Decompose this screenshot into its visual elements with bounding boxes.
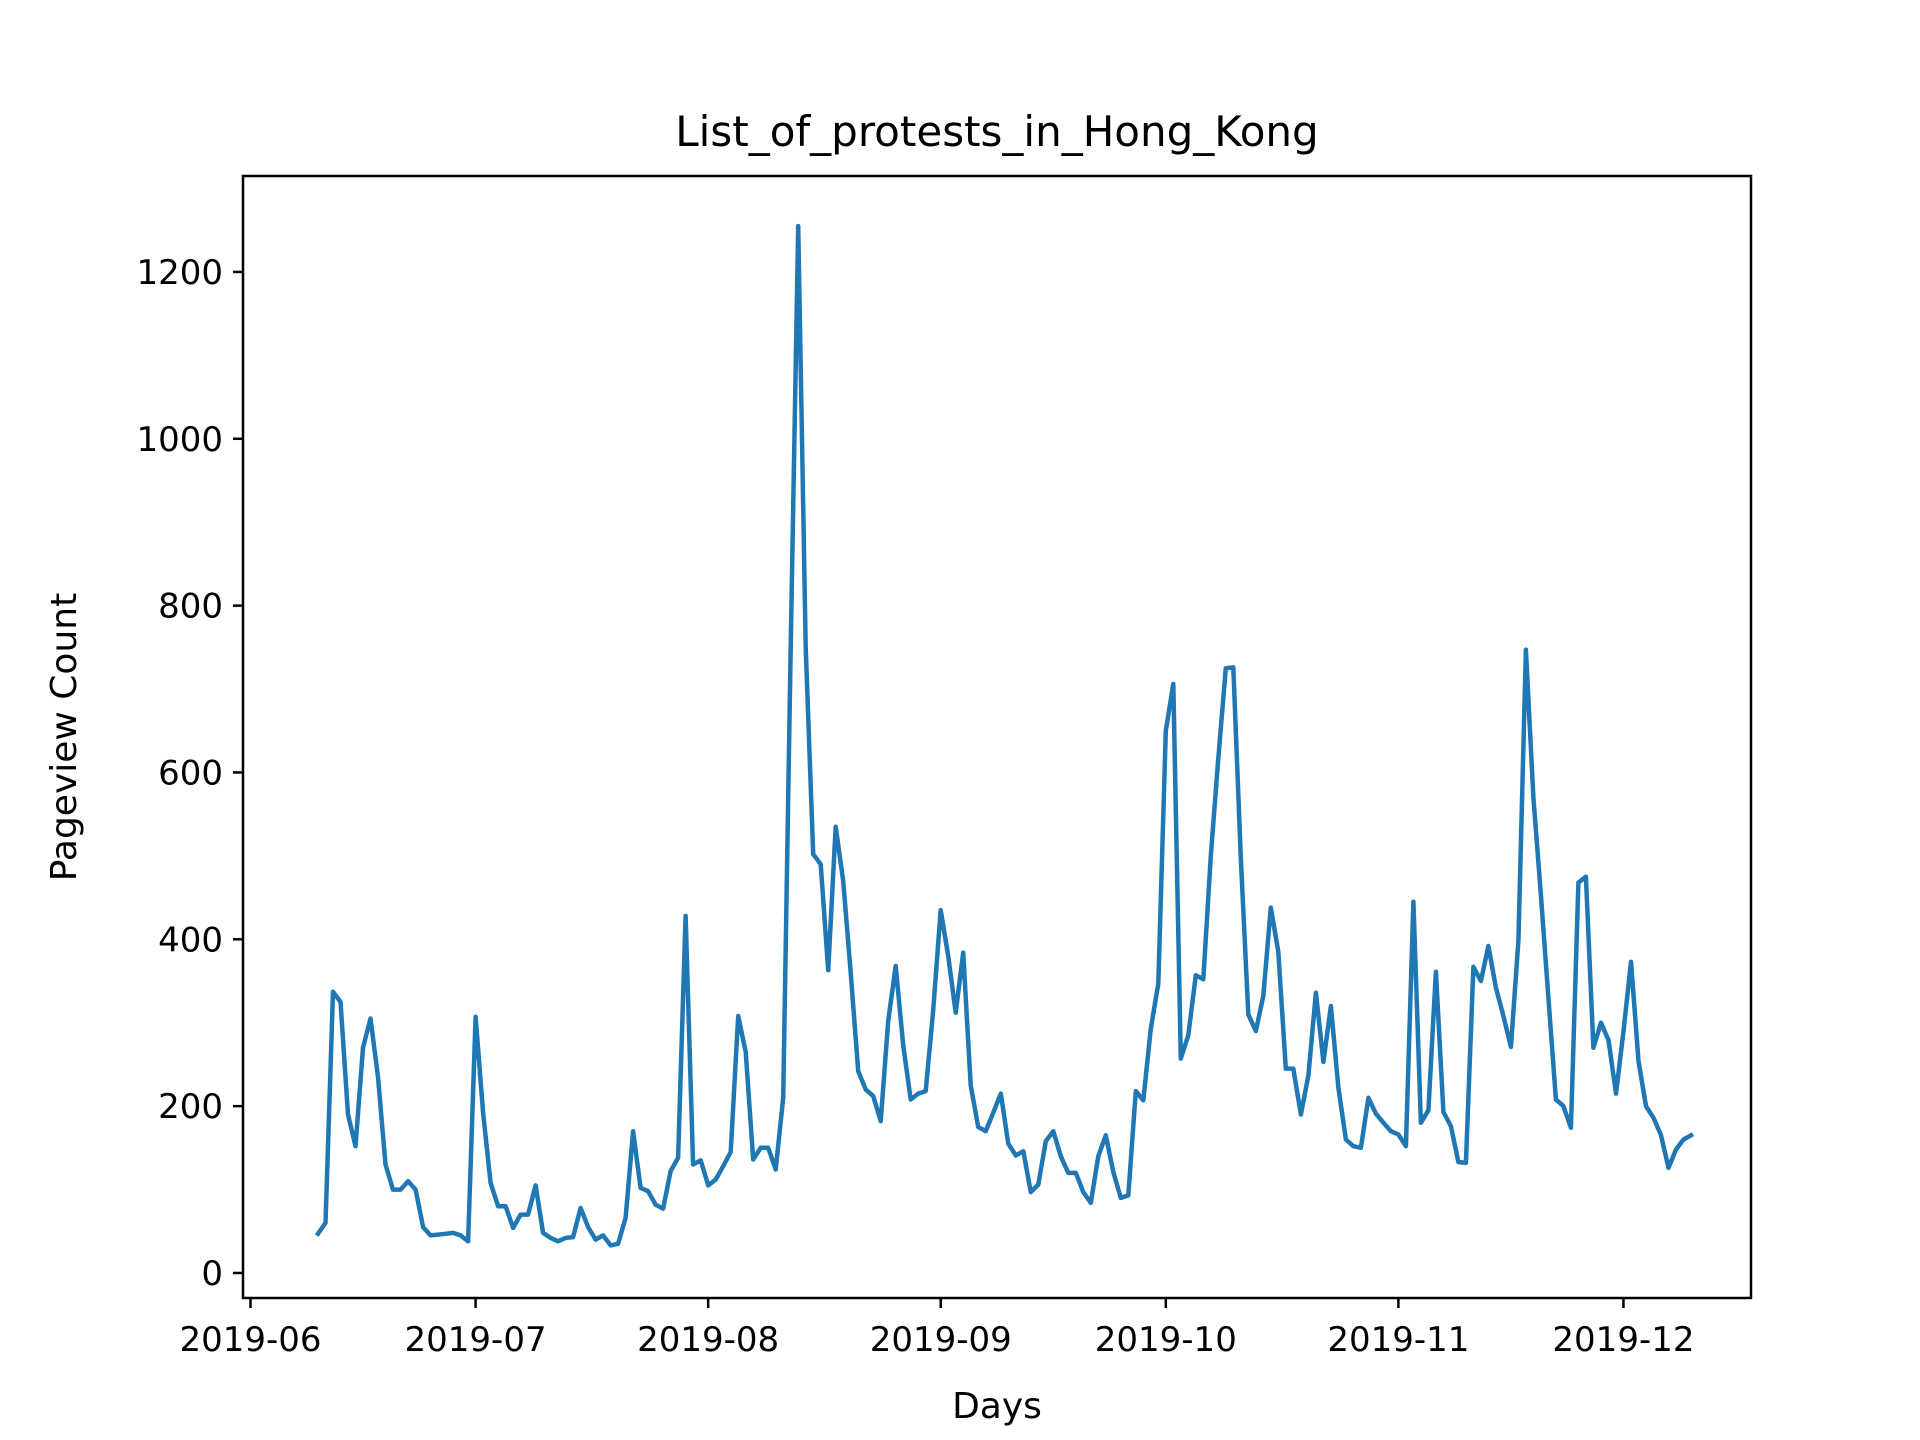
x-tick-label: 2019-06 <box>179 1320 321 1360</box>
plot-area-frame <box>241 174 1753 1300</box>
chart-title: List_of_protests_in_Hong_Kong <box>675 107 1318 156</box>
series-line <box>314 223 1695 1248</box>
y-tick-label: 1000 <box>136 420 223 460</box>
y-tick-label: 600 <box>158 753 223 793</box>
y-tick-label: 0 <box>201 1254 223 1294</box>
x-tick-label: 2019-12 <box>1552 1320 1694 1360</box>
x-tick-label: 2019-07 <box>405 1320 547 1360</box>
x-tick-label: 2019-10 <box>1095 1320 1237 1360</box>
x-tick-label: 2019-09 <box>870 1320 1012 1360</box>
x-tick-label: 2019-11 <box>1327 1320 1469 1360</box>
x-axis-label: Days <box>952 1386 1042 1427</box>
x-tick-label: 2019-08 <box>637 1320 779 1360</box>
series-layer <box>314 223 1695 1248</box>
y-tick-label: 200 <box>158 1087 223 1127</box>
y-tick-label: 1200 <box>136 253 223 293</box>
y-tick-label: 400 <box>158 920 223 960</box>
y-tick-label: 800 <box>158 587 223 627</box>
y-axis-label: Pageview Count <box>44 593 85 881</box>
ticks-layer: 2019-06 2019-07 2019-08 2019-09 2019-10 2019-… <box>136 253 1694 1360</box>
